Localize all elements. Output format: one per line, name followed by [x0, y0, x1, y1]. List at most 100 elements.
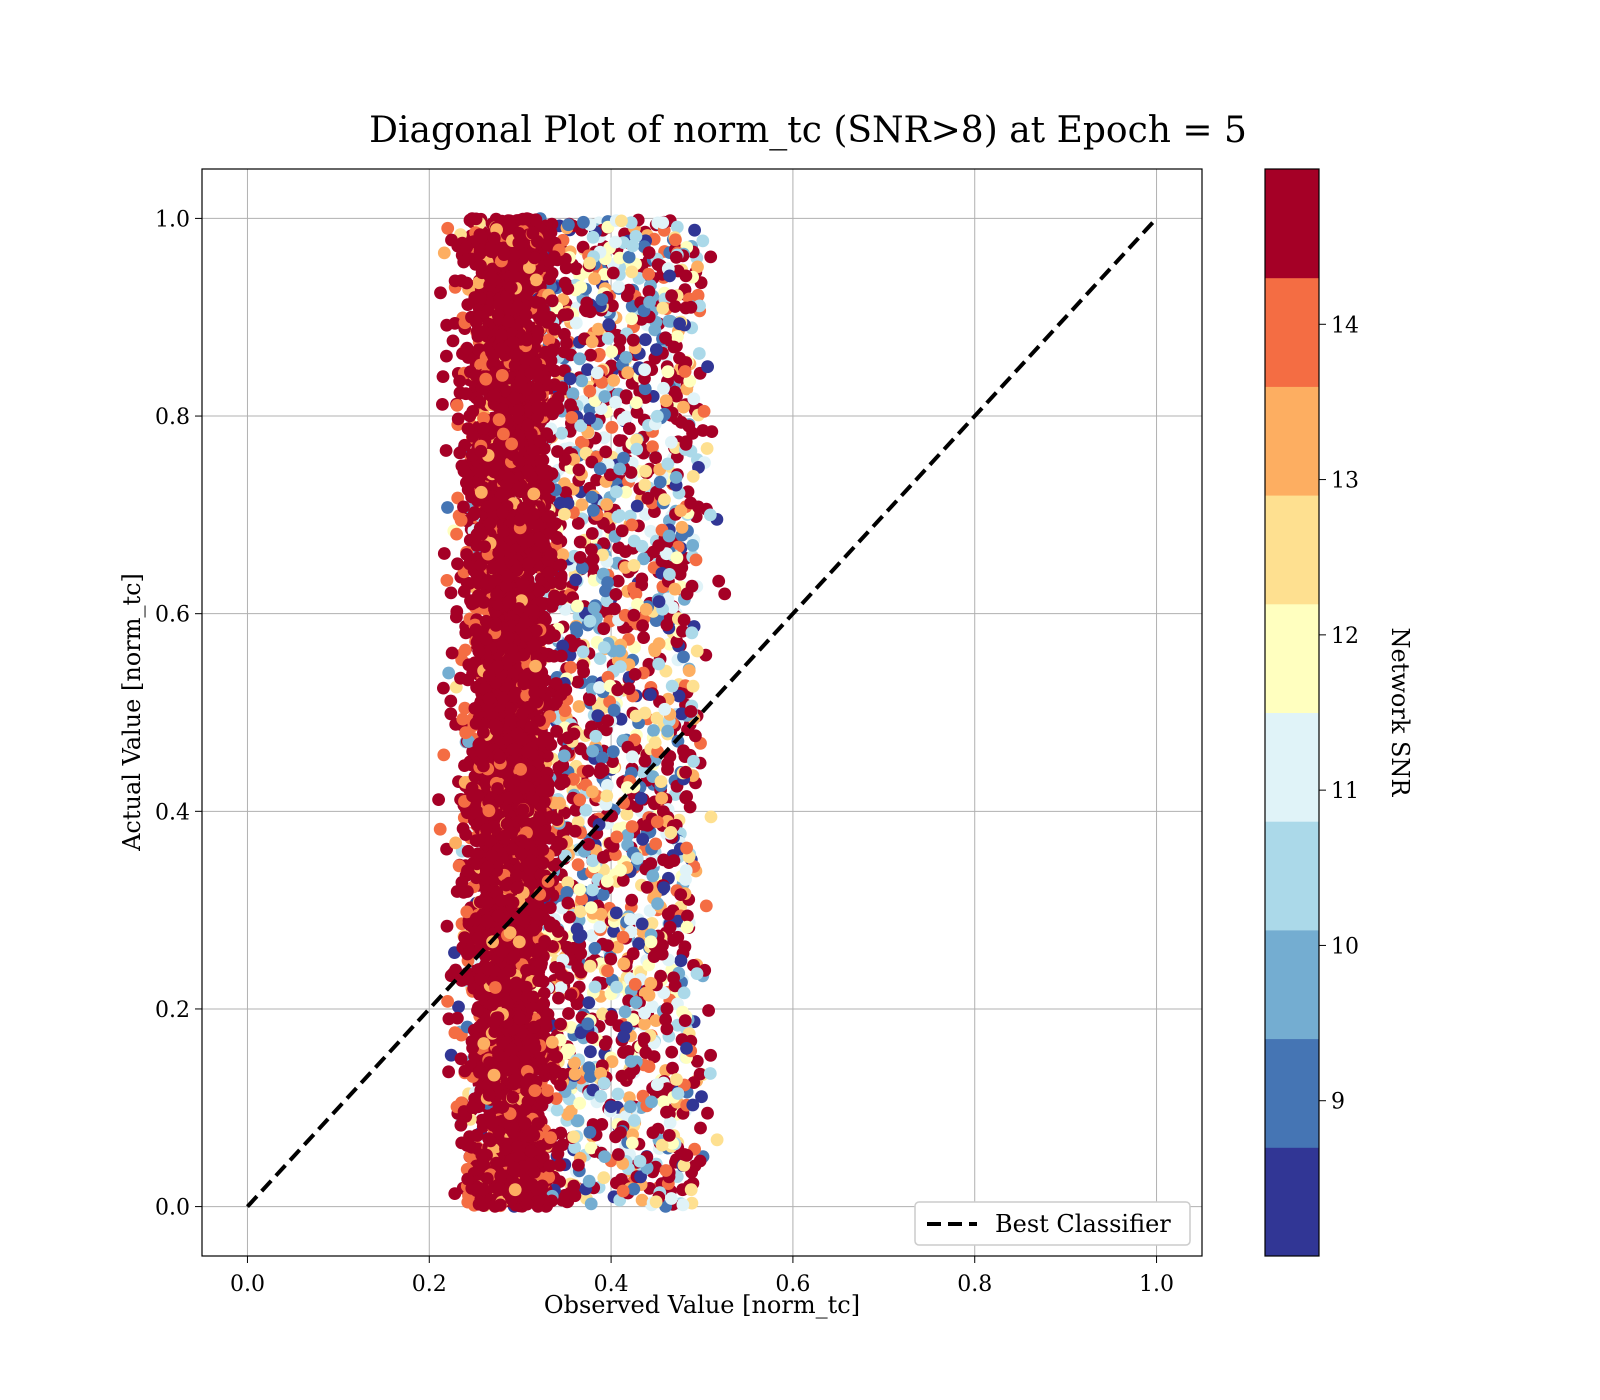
scatter-point: [583, 412, 596, 425]
scatter-point: [561, 876, 575, 889]
scatter-point: [575, 374, 589, 388]
scatter-point: [635, 917, 649, 931]
scatter-point: [597, 641, 611, 654]
scatter-point: [573, 1096, 587, 1110]
scatter-point: [579, 303, 592, 316]
scatter-point: [692, 347, 706, 360]
scatter-point: [665, 435, 678, 449]
scatter-point: [689, 729, 702, 743]
scatter-point: [682, 664, 696, 677]
scatter-point: [663, 568, 676, 581]
scatter-point: [557, 308, 571, 322]
scatter-point: [453, 374, 467, 388]
scatter-point: [603, 468, 617, 482]
scatter-point: [690, 967, 704, 980]
scatter-point: [556, 639, 570, 653]
scatter-point: [572, 930, 586, 944]
scatter-point: [585, 527, 599, 540]
scatter-point: [450, 399, 464, 412]
scatter-point: [576, 645, 590, 659]
scatter-point: [637, 1032, 651, 1045]
scatter-point: [658, 702, 672, 716]
scatter-point: [460, 905, 474, 919]
scatter-point: [657, 1095, 671, 1109]
scatter-point: [697, 404, 711, 418]
scatter-point: [638, 363, 651, 377]
scatter-point: [616, 1184, 630, 1198]
scatter-point: [459, 726, 473, 740]
scatter-point: [718, 587, 732, 601]
scatter-point: [638, 754, 652, 768]
scatter-point: [680, 841, 693, 855]
scatter-point: [676, 1198, 690, 1212]
scatter-point: [614, 863, 627, 877]
scatter-point: [686, 470, 700, 483]
scatter-point: [665, 679, 679, 693]
scatter-point: [679, 765, 692, 779]
scatter-point: [646, 440, 659, 453]
scatter-point: [639, 333, 652, 347]
scatter-point: [675, 561, 689, 574]
scatter-point: [618, 1005, 632, 1019]
scatter-point: [547, 859, 561, 873]
scatter-point: [630, 405, 644, 419]
scatter-point: [625, 312, 638, 326]
scatter-point: [555, 837, 568, 851]
scatter-point: [680, 1148, 694, 1162]
scatter-point: [586, 785, 599, 799]
scatter-point: [582, 1061, 596, 1075]
scatter-point: [663, 1116, 677, 1130]
scatter-point: [458, 1064, 472, 1078]
scatter-point: [567, 1179, 581, 1193]
scatter-point: [605, 420, 619, 434]
scatter-point: [613, 251, 627, 265]
scatter-point: [581, 1017, 595, 1031]
scatter-point: [614, 660, 627, 674]
scatter-points: [432, 212, 732, 1213]
scatter-point: [621, 781, 634, 794]
scatter-point: [576, 436, 590, 450]
scatter-point: [595, 751, 609, 765]
scatter-point: [614, 712, 628, 726]
scatter-point: [679, 873, 692, 886]
scatter-point: [704, 250, 718, 264]
scatter-point: [561, 971, 575, 985]
scatter-point: [432, 793, 445, 806]
scatter-point: [663, 269, 676, 283]
scatter-point: [649, 1195, 663, 1209]
scatter-point: [610, 980, 623, 994]
scatter-point: [572, 700, 586, 713]
scatter-point: [575, 498, 589, 511]
scatter-point: [659, 394, 673, 408]
scatter-point: [572, 1158, 585, 1172]
scatter-point: [667, 340, 681, 354]
scatter-point: [607, 924, 620, 938]
scatter-point: [669, 471, 683, 484]
scatter-point: [638, 1017, 651, 1031]
scatter-point: [684, 1183, 698, 1197]
scatter-point: [567, 1130, 581, 1144]
scatter-point: [609, 485, 623, 499]
scatter-point: [622, 682, 636, 695]
scatter-point: [440, 349, 453, 363]
scatter-point: [675, 416, 688, 429]
scatter-point: [649, 837, 663, 851]
scatter-point: [598, 1150, 611, 1163]
scatter-point: [573, 535, 587, 549]
scatter-point: [660, 1105, 673, 1119]
scatter-point: [585, 1031, 599, 1044]
scatter-point: [609, 235, 622, 249]
scatter-point: [617, 1030, 631, 1043]
scatter-point: [598, 1037, 612, 1051]
scatter-point: [567, 727, 581, 741]
scatter-point: [686, 679, 700, 693]
scatter-point: [633, 1154, 647, 1168]
scatter-point: [703, 508, 717, 522]
scatter-point: [638, 382, 652, 396]
scatter-point: [564, 988, 578, 1002]
scatter-point: [554, 1078, 567, 1092]
scatter-point: [670, 635, 684, 649]
scatter-point: [581, 764, 595, 778]
scatter-point: [657, 381, 670, 395]
scatter-point: [557, 749, 571, 763]
